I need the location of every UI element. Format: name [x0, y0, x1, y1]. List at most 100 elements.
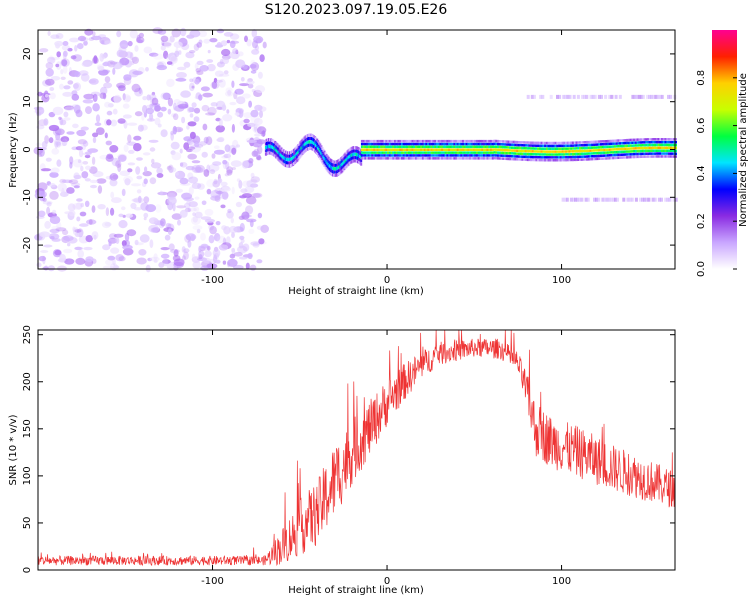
- heatmap-cell: [641, 152, 644, 156]
- heatmap-cell: [285, 151, 288, 155]
- heatmap-cell: [56, 159, 62, 167]
- heatmap-cell: [441, 142, 444, 146]
- heatmap-cell: [420, 148, 423, 151]
- heatmap-cell: [505, 157, 508, 161]
- heatmap-cell: [371, 154, 374, 157]
- heatmap-cell: [559, 150, 562, 153]
- heatmap-cell: [629, 141, 632, 145]
- heatmap-cell: [432, 151, 435, 154]
- heatmap-cell: [586, 146, 588, 150]
- heatmap-cell: [636, 144, 639, 147]
- heatmap-cell: [472, 145, 475, 149]
- heatmap-cell: [668, 146, 670, 150]
- heatmap-cell: [57, 182, 67, 192]
- heatmap-cell: [626, 153, 629, 156]
- heatmap-cell: [531, 150, 534, 153]
- heatmap-cell: [547, 153, 550, 156]
- heatmap-cell: [435, 148, 438, 151]
- heatmap-cell: [556, 141, 559, 145]
- heatmap-cell: [301, 145, 304, 149]
- heatmap-cell: [50, 76, 61, 81]
- heatmap-cell: [385, 148, 388, 151]
- heatmap-cell: [343, 160, 346, 164]
- heatmap-cell: [49, 92, 56, 100]
- heatmap-cell: [408, 145, 410, 149]
- heatmap-cell: [200, 243, 209, 249]
- heatmap-cell: [122, 94, 131, 103]
- heatmap-cell: [98, 34, 107, 39]
- heatmap-cell: [671, 143, 674, 147]
- heatmap-cell: [600, 94, 603, 99]
- heatmap-cell: [421, 142, 424, 146]
- heatmap-cell: [600, 154, 602, 158]
- heatmap-cell: [456, 145, 459, 149]
- heatmap-cell: [383, 151, 386, 154]
- heatmap-cell: [75, 146, 83, 151]
- heatmap-cell: [609, 197, 613, 202]
- heatmap-cell: [226, 166, 234, 174]
- heatmap-cell: [366, 154, 369, 157]
- heatmap-cell: [421, 145, 424, 149]
- heatmap-cell: [500, 145, 503, 149]
- heatmap-cell: [283, 156, 286, 160]
- heatmap-cell: [495, 142, 498, 146]
- heatmap-cell: [530, 144, 533, 147]
- heatmap-cell: [69, 37, 80, 43]
- heatmap-cell: [572, 150, 574, 153]
- heatmap-cell: [60, 58, 70, 67]
- heatmap-cell: [474, 142, 477, 146]
- heatmap-cell: [641, 155, 644, 158]
- heatmap-cell: [357, 150, 359, 154]
- heatmap-cell: [545, 144, 548, 148]
- heatmap-cell: [146, 94, 151, 101]
- heatmap-cell: [551, 150, 554, 153]
- heatmap-cell: [401, 139, 403, 143]
- heatmap-cell: [451, 154, 454, 157]
- heatmap-cell: [293, 152, 296, 156]
- heatmap-cell: [594, 152, 597, 155]
- heatmap-cell: [390, 148, 393, 151]
- heatmap-cell: [495, 157, 498, 160]
- heatmap-cell: [596, 151, 599, 155]
- heatmap-cell: [491, 151, 494, 154]
- heatmap-cell: [565, 156, 568, 159]
- heatmap-cell: [530, 155, 533, 159]
- heatmap-cell: [428, 157, 431, 160]
- heatmap-cell: [152, 27, 163, 34]
- heatmap-cell: [669, 143, 672, 147]
- heatmap-cell: [524, 155, 527, 159]
- heatmap-cell: [448, 142, 451, 146]
- heatmap-cell: [629, 147, 632, 150]
- heatmap-cell: [109, 61, 118, 65]
- heatmap-cell: [122, 244, 133, 250]
- heatmap-cell: [551, 153, 554, 156]
- heatmap-cell: [376, 157, 379, 160]
- heatmap-cell: [645, 149, 648, 153]
- heatmap-cell: [395, 139, 398, 143]
- heatmap-cell: [655, 143, 658, 147]
- heatmap-cell: [531, 144, 534, 147]
- heatmap-cell: [283, 153, 286, 157]
- heatmap-cell: [362, 148, 365, 151]
- heatmap-cell: [105, 259, 114, 266]
- heatmap-cell: [619, 153, 622, 157]
- heatmap-cell: [474, 148, 477, 151]
- heatmap-cell: [593, 157, 595, 161]
- heatmap-cell: [387, 157, 389, 160]
- heatmap-cell: [626, 141, 629, 145]
- heatmap-cell: [547, 156, 550, 159]
- heatmap-cell: [437, 148, 440, 151]
- heatmap-cell: [290, 154, 292, 158]
- heatmap-cell: [521, 152, 524, 156]
- heatmap-cell: [76, 129, 87, 137]
- heatmap-cell: [620, 142, 623, 145]
- heatmap-cell: [425, 154, 428, 157]
- heatmap-cell: [570, 144, 573, 147]
- heatmap-cell: [428, 151, 431, 154]
- heatmap-cell: [324, 162, 327, 166]
- heatmap-cell: [239, 195, 247, 199]
- heatmap-cell: [551, 141, 554, 145]
- heatmap-cell: [601, 148, 604, 152]
- heatmap-cell: [397, 151, 400, 154]
- heatmap-cell: [430, 139, 433, 143]
